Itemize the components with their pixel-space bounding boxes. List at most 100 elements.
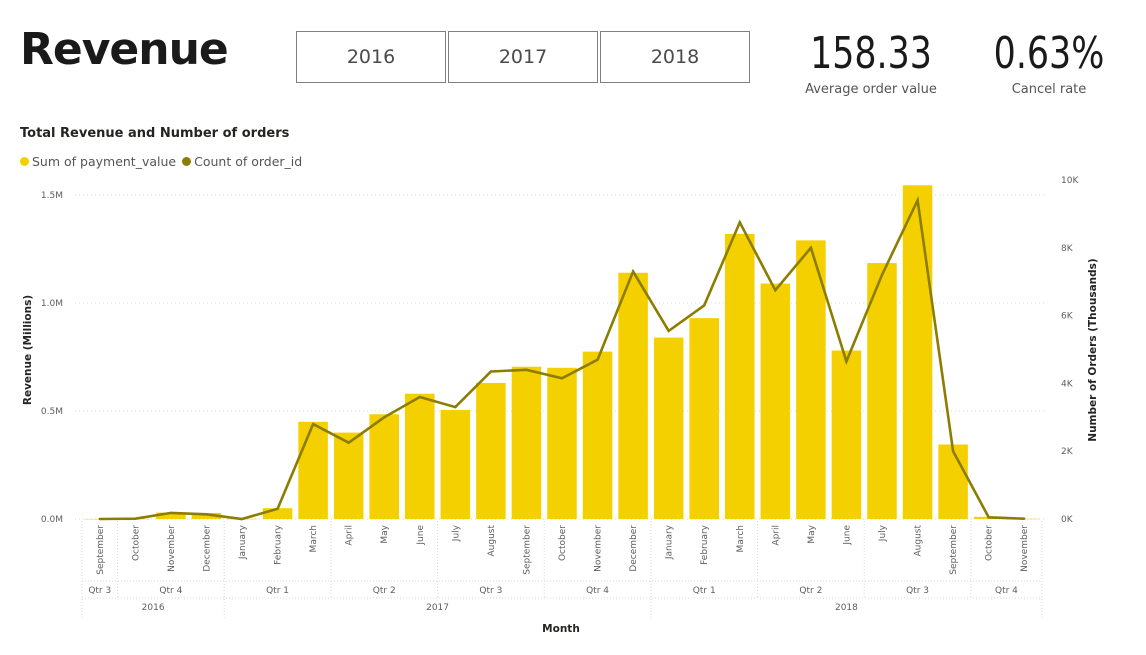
quarter-label: Qtr 4	[586, 586, 609, 596]
x-tick-label: April	[771, 525, 781, 546]
x-tick-label: October	[131, 525, 141, 561]
revenue-bar[interactable]	[333, 432, 364, 519]
orders-point[interactable]	[1023, 517, 1026, 520]
x-tick-label: June	[416, 525, 426, 546]
revenue-bar[interactable]	[156, 512, 186, 519]
revenue-bar[interactable]	[867, 263, 897, 519]
y-axis-left: 0.0M 0.5M 1.0M 1.5M	[41, 191, 63, 525]
revenue-bar[interactable]	[191, 512, 222, 519]
orders-point[interactable]	[880, 273, 884, 277]
revenue-bar[interactable]	[902, 185, 933, 519]
revenue-bar[interactable]	[511, 366, 542, 519]
revenue-bar[interactable]	[725, 233, 755, 519]
x-tick-label: March	[309, 525, 319, 552]
x-axis-title: Month	[542, 623, 580, 635]
x-tick-label: November	[1020, 525, 1030, 572]
quarter-label: Qtr 1	[693, 586, 716, 596]
revenue-bar[interactable]	[796, 240, 826, 520]
orders-point[interactable]	[738, 221, 741, 224]
x-tick-label: January	[665, 524, 675, 560]
orders-point[interactable]	[987, 516, 990, 519]
quarter-label: Qtr 3	[88, 586, 111, 596]
legend-item-revenue[interactable]: Sum of payment_value	[20, 154, 176, 169]
x-tick-label: July	[451, 524, 461, 542]
cancel-rate-value: 0.63%	[993, 28, 1105, 79]
y2-axis-title: Number of Orders (Thousands)	[1087, 258, 1099, 441]
chart-legend: Sum of payment_value Count of order_id	[20, 154, 302, 169]
year-button-2017[interactable]: 2017	[448, 31, 598, 83]
x-tick-label: July	[878, 524, 888, 542]
orders-point[interactable]	[774, 288, 777, 292]
orders-point[interactable]	[454, 405, 457, 409]
revenue-bar[interactable]	[547, 367, 577, 519]
orders-point[interactable]	[347, 441, 350, 444]
cancel-rate-label: Cancel rate	[1011, 82, 1087, 97]
orders-point[interactable]	[560, 377, 564, 380]
x-tick-label: November	[594, 525, 604, 572]
x-tick-label: August	[914, 525, 924, 557]
revenue-bar[interactable]	[298, 421, 328, 519]
orders-point[interactable]	[809, 246, 813, 249]
revenue-bar[interactable]	[618, 272, 648, 519]
orders-point[interactable]	[703, 304, 706, 307]
x-tick-label: September	[96, 525, 106, 575]
year-button-2018[interactable]: 2018	[600, 31, 750, 83]
orders-point[interactable]	[383, 416, 386, 419]
revenue-bar[interactable]	[653, 337, 684, 519]
orders-point[interactable]	[276, 507, 279, 511]
orders-point[interactable]	[951, 450, 955, 453]
year-label: 2017	[426, 603, 449, 613]
revenue-bar[interactable]	[760, 283, 791, 519]
orders-point[interactable]	[845, 360, 848, 363]
x-tick-label: January	[238, 524, 248, 560]
revenue-bar[interactable]	[476, 382, 506, 519]
legend-label-revenue: Sum of payment_value	[32, 154, 177, 169]
y-tick-label: 0.0M	[41, 515, 63, 525]
revenue-bar[interactable]	[831, 350, 862, 519]
x-tick-label: November	[167, 525, 177, 572]
x-axis: September October November December January F…	[81, 521, 1043, 618]
revenue-bar[interactable]	[405, 393, 435, 519]
x-tick-label: April	[345, 525, 355, 546]
orders-point[interactable]	[311, 422, 315, 426]
orders-point[interactable]	[205, 513, 208, 516]
revenue-orders-chart: 0.0M 0.5M 1.0M 1.5M 0K 2K 4K 6K 8K 10K September…	[22, 176, 1099, 635]
year-slicer: 2016 2017 2018	[296, 31, 750, 83]
orders-point[interactable]	[489, 370, 493, 373]
y2-tick-label: 6K	[1061, 312, 1074, 322]
revenue-bar[interactable]	[582, 351, 613, 519]
revenue-bar[interactable]	[369, 414, 399, 519]
orders-point[interactable]	[596, 358, 599, 361]
average-order-value-label: Average order value	[805, 82, 937, 97]
average-order-value: 158.33	[810, 28, 932, 79]
y-tick-label: 1.5M	[41, 191, 63, 201]
orders-point[interactable]	[169, 511, 173, 515]
orders-point[interactable]	[418, 395, 421, 399]
y2-tick-label: 4K	[1061, 379, 1074, 389]
orders-point[interactable]	[134, 517, 137, 520]
revenue-bars	[85, 185, 1039, 520]
quarter-label: Qtr 4	[995, 586, 1018, 596]
y-tick-label: 1.0M	[41, 299, 63, 309]
y-tick-label: 0.5M	[41, 407, 63, 417]
orders-point[interactable]	[98, 517, 101, 521]
revenue-bar[interactable]	[938, 444, 968, 519]
orders-point[interactable]	[916, 199, 919, 202]
year-label: 2016	[142, 603, 165, 613]
year-button-2016[interactable]: 2016	[296, 31, 446, 83]
x-tick-label: September	[949, 525, 959, 575]
orders-point[interactable]	[240, 517, 244, 521]
x-tick-label: December	[629, 525, 639, 572]
quarter-label: Qtr 4	[159, 586, 182, 596]
quarter-label: Qtr 3	[479, 586, 502, 596]
orders-point[interactable]	[667, 329, 670, 333]
revenue-bar[interactable]	[440, 409, 471, 519]
y2-tick-label: 0K	[1061, 515, 1074, 525]
orders-point[interactable]	[631, 270, 635, 273]
orders-line	[98, 195, 1026, 521]
y2-tick-label: 8K	[1061, 244, 1074, 254]
revenue-bar[interactable]	[262, 508, 293, 519]
legend-item-orders[interactable]: Count of order_id	[182, 154, 302, 169]
revenue-bar[interactable]	[689, 318, 719, 519]
orders-point[interactable]	[525, 368, 528, 372]
